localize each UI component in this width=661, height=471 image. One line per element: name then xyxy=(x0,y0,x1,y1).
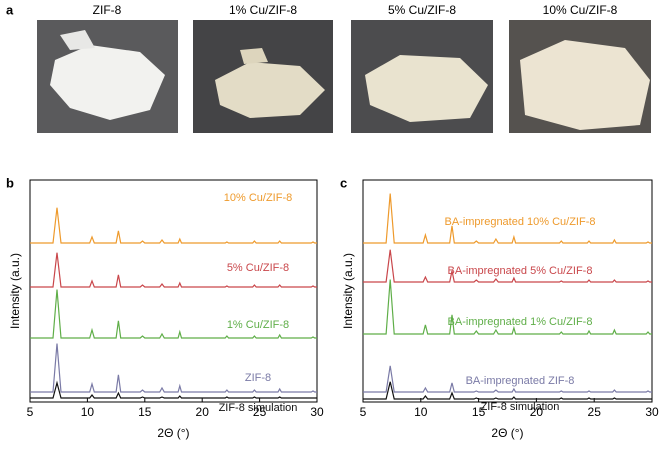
plot-frame xyxy=(362,179,653,403)
plot-frame xyxy=(29,179,318,403)
panel-label: b xyxy=(6,175,14,190)
photo xyxy=(193,20,333,133)
x-axis-label: 2Θ (°) xyxy=(157,426,189,440)
trace-label: BA-impregnated 5% Cu/ZIF-8 xyxy=(448,265,593,277)
x-tick-label: 30 xyxy=(310,405,324,419)
x-tick-label: 10 xyxy=(414,405,428,419)
trace-label: BA-impregnated ZIF-8 xyxy=(466,375,575,387)
photo-title: 1% Cu/ZIF-8 xyxy=(229,3,297,17)
xrd-trace xyxy=(363,249,652,283)
y-axis-label: Intensity (a.u.) xyxy=(8,253,22,329)
trace-label: ZIF-8 simulation xyxy=(219,402,298,414)
trace-label: 5% Cu/ZIF-8 xyxy=(227,262,289,274)
x-tick-label: 30 xyxy=(645,405,659,419)
xrd-trace xyxy=(30,289,317,339)
panel-label: a xyxy=(6,2,14,17)
x-tick-label: 25 xyxy=(588,405,602,419)
x-axis-label: 2Θ (°) xyxy=(491,426,523,440)
photo xyxy=(351,20,493,133)
x-tick-label: 20 xyxy=(530,405,544,419)
trace-label: BA-impregnated 1% Cu/ZIF-8 xyxy=(448,316,593,328)
xrd-trace xyxy=(363,279,652,335)
x-tick-label: 15 xyxy=(472,405,486,419)
trace-label: ZIF-8 simulation xyxy=(481,401,560,413)
photo xyxy=(37,20,178,133)
xrd-trace xyxy=(30,252,317,288)
xrd-trace xyxy=(30,207,317,244)
trace-label: BA-impregnated 10% Cu/ZIF-8 xyxy=(444,216,595,228)
xrd-trace xyxy=(363,381,652,400)
photo-title: 10% Cu/ZIF-8 xyxy=(543,3,618,17)
x-tick-label: 5 xyxy=(360,405,367,419)
trace-label: 10% Cu/ZIF-8 xyxy=(224,192,292,204)
x-tick-label: 15 xyxy=(138,405,152,419)
x-tick-label: 25 xyxy=(253,405,267,419)
x-tick-label: 10 xyxy=(81,405,95,419)
xrd-trace xyxy=(30,380,317,399)
trace-label: 1% Cu/ZIF-8 xyxy=(227,319,289,331)
trace-label: ZIF-8 xyxy=(245,372,271,384)
xrd-trace xyxy=(363,193,652,244)
photo-title: 5% Cu/ZIF-8 xyxy=(388,3,456,17)
xrd-trace xyxy=(363,365,652,393)
x-tick-label: 20 xyxy=(196,405,210,419)
x-tick-label: 5 xyxy=(27,405,34,419)
panel-label: c xyxy=(340,175,347,190)
y-axis-label: Intensity (a.u.) xyxy=(341,253,355,329)
xrd-trace xyxy=(30,343,317,393)
photo-title: ZIF-8 xyxy=(93,3,122,17)
photo xyxy=(509,20,651,133)
